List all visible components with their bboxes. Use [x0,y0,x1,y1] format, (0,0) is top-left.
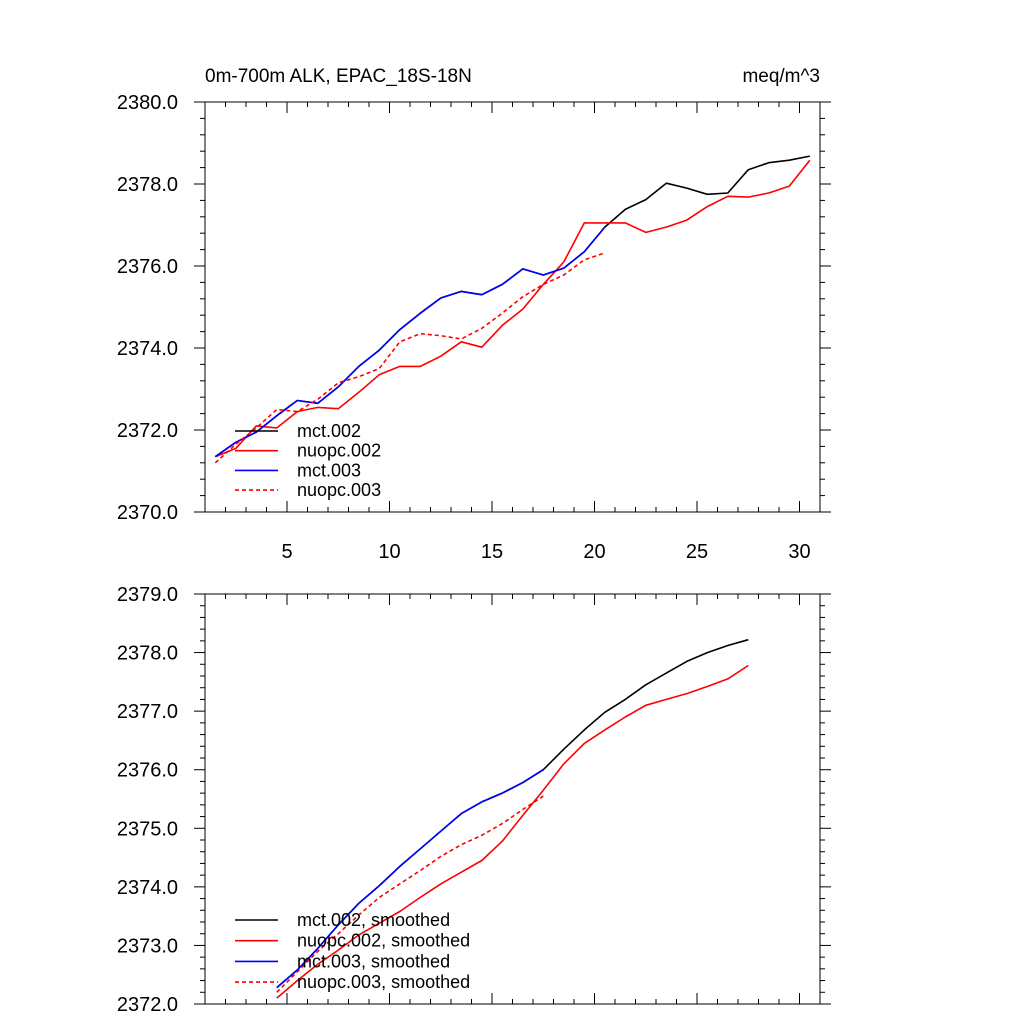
x-tick-label: 25 [686,541,708,563]
legend-label-nuopc-003-smoothed: nuopc.003, smoothed [297,972,470,992]
y-tick-label: 2377.0 [117,701,178,723]
x-tick-label: 5 [281,541,292,563]
series-line-mct-003-smoothed [276,769,544,989]
y-tick-label: 2374.0 [117,338,178,360]
y-tick-label: 2378.0 [117,174,178,196]
y-tick-label: 2379.0 [117,584,178,606]
y-tick-label: 2373.0 [117,935,178,957]
x-tick-label: 20 [583,541,605,563]
series-line-nuopc-002-smoothed [276,664,749,999]
x-tick-label: 30 [788,541,810,563]
x-tick-label: 15 [481,541,503,563]
legend-label-nuopc-002-smoothed: nuopc.002, smoothed [297,931,470,951]
legend-label-nuopc-002: nuopc.002 [297,441,381,461]
series-line-mct-002 [214,155,810,458]
series-line-mct-003 [214,226,606,458]
x-tick-label: 10 [378,541,400,563]
y-tick-label: 2376.0 [117,256,178,278]
series-line-nuopc-003-smoothed [276,795,544,993]
y-tick-label: 2376.0 [117,760,178,782]
top-chart-panel: 2370.0 2372.0 2374.0 2376.0 2378.0 2380.0 5 10 1… [117,66,831,563]
y-tick-label: 2374.0 [117,877,178,899]
legend-label-mct-003-smoothed: mct.003, smoothed [297,951,450,971]
y-tick-label: 2370.0 [117,502,178,524]
legend-label-mct-002-smoothed: mct.002, smoothed [297,910,450,930]
legend-label-mct-003: mct.003 [297,460,361,480]
bottom-chart-panel: 2372.0 2373.0 2374.0 2375.0 2376.0 2377.0 2378… [117,584,831,1016]
chart-title: 0m-700m ALK, EPAC_18S-18N [205,66,472,87]
legend-label-nuopc-003: nuopc.003 [297,480,381,500]
y-tick-label: 2372.0 [117,420,178,442]
series-line-nuopc-003 [214,252,606,464]
series-line-nuopc-002 [214,159,811,458]
y-tick-label: 2375.0 [117,818,178,840]
units-label: meq/m^3 [742,66,820,87]
legend-label-mct-002: mct.002 [297,421,361,441]
y-tick-label: 2378.0 [117,643,178,665]
y-tick-label: 2372.0 [117,994,178,1016]
y-tick-label: 2380.0 [117,92,178,114]
